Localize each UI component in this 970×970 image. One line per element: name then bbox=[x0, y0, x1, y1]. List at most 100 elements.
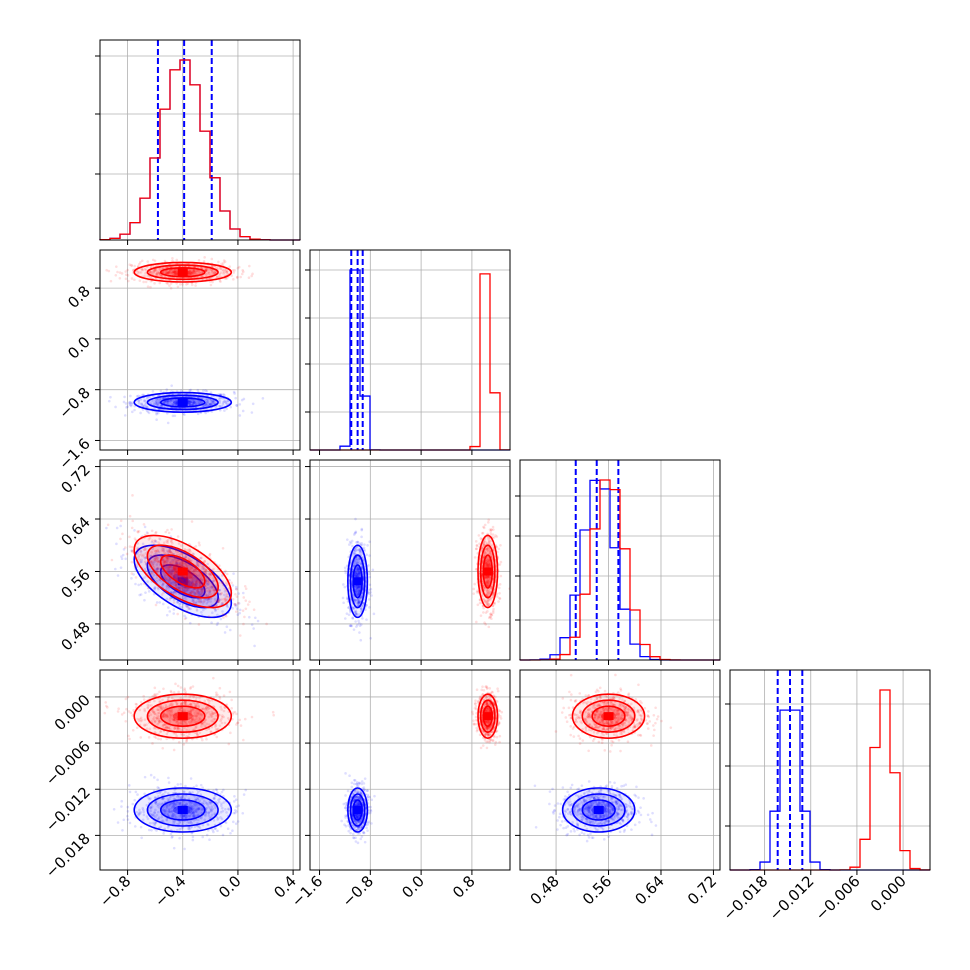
point-red bbox=[211, 584, 214, 587]
point-blue bbox=[357, 567, 360, 571]
point-blue bbox=[356, 593, 360, 596]
point-red bbox=[194, 576, 198, 579]
point-red bbox=[222, 272, 225, 275]
point-red bbox=[486, 549, 490, 553]
point-red bbox=[192, 695, 195, 698]
point-red bbox=[490, 528, 493, 532]
point-blue bbox=[184, 598, 188, 602]
point-red bbox=[179, 585, 183, 589]
point-blue bbox=[224, 807, 227, 811]
point-blue bbox=[360, 528, 364, 532]
point-red bbox=[142, 553, 145, 557]
point-red bbox=[192, 573, 196, 576]
point-red bbox=[188, 571, 192, 574]
point-blue bbox=[178, 814, 181, 818]
point-red bbox=[175, 572, 179, 576]
point-red bbox=[192, 272, 195, 275]
point-red bbox=[201, 590, 204, 594]
point-red bbox=[485, 602, 489, 605]
point-red bbox=[149, 279, 153, 283]
point-blue bbox=[220, 802, 223, 806]
point-blue bbox=[176, 795, 179, 798]
point-red bbox=[142, 694, 145, 698]
point-red bbox=[476, 603, 480, 607]
point-red bbox=[485, 560, 489, 563]
point-blue bbox=[157, 550, 161, 554]
point-blue bbox=[353, 575, 357, 578]
point-red bbox=[157, 715, 161, 718]
point-red bbox=[159, 704, 162, 708]
point-blue bbox=[198, 593, 202, 597]
point-blue bbox=[192, 400, 196, 404]
point-red bbox=[213, 589, 216, 593]
point-red bbox=[193, 272, 196, 275]
point-red bbox=[163, 560, 166, 564]
point-red bbox=[180, 587, 184, 591]
point-blue bbox=[178, 802, 182, 806]
point-red bbox=[480, 590, 483, 593]
point-blue bbox=[114, 405, 117, 409]
point-red bbox=[170, 696, 174, 700]
point-red bbox=[190, 566, 193, 570]
point-red bbox=[189, 550, 192, 553]
point-red bbox=[216, 599, 220, 603]
point-blue bbox=[234, 604, 238, 608]
point-blue bbox=[214, 788, 218, 791]
point-red bbox=[137, 271, 141, 274]
point-blue bbox=[183, 562, 187, 565]
point-blue bbox=[175, 800, 179, 804]
point-red bbox=[166, 585, 169, 589]
point-blue bbox=[172, 821, 175, 825]
point-red bbox=[179, 575, 183, 579]
point-red bbox=[488, 615, 492, 619]
point-red bbox=[156, 586, 160, 590]
point-blue bbox=[194, 584, 198, 588]
hist-red-1 bbox=[310, 273, 511, 451]
point-red bbox=[177, 559, 180, 562]
point-blue bbox=[149, 797, 152, 800]
point-blue bbox=[167, 586, 171, 590]
point-red bbox=[222, 261, 225, 265]
point-red bbox=[137, 555, 140, 559]
point-red bbox=[188, 567, 191, 571]
point-red bbox=[244, 599, 248, 602]
panel-frame-3-3 bbox=[729, 669, 931, 871]
point-red bbox=[150, 272, 153, 276]
point-blue bbox=[356, 566, 360, 570]
point-blue bbox=[356, 598, 360, 601]
point-red bbox=[138, 558, 142, 562]
point-blue bbox=[226, 399, 229, 403]
point-blue bbox=[183, 589, 187, 593]
point-red bbox=[225, 592, 229, 596]
point-red bbox=[235, 595, 239, 598]
point-blue bbox=[161, 558, 165, 561]
point-blue bbox=[192, 802, 196, 805]
point-blue bbox=[199, 556, 202, 560]
contour-blue-1 bbox=[146, 793, 219, 827]
point-blue bbox=[192, 814, 195, 817]
point-blue bbox=[107, 399, 111, 403]
point-blue bbox=[166, 792, 170, 795]
point-red bbox=[187, 606, 191, 610]
point-blue bbox=[353, 573, 357, 576]
point-blue bbox=[105, 526, 108, 530]
point-red bbox=[195, 733, 199, 737]
density-peak-blue bbox=[177, 398, 188, 407]
point-red bbox=[168, 270, 172, 274]
point-red bbox=[208, 573, 211, 577]
point-red bbox=[177, 553, 181, 556]
point-blue bbox=[134, 582, 137, 586]
point-blue bbox=[189, 607, 192, 611]
point-red bbox=[227, 742, 231, 746]
point-red bbox=[176, 535, 180, 538]
point-blue bbox=[172, 402, 176, 406]
point-blue bbox=[145, 405, 149, 409]
point-blue bbox=[205, 582, 209, 586]
point-blue bbox=[189, 819, 192, 823]
point-red bbox=[486, 565, 490, 568]
point-blue bbox=[151, 813, 154, 816]
point-blue bbox=[153, 587, 156, 590]
point-red bbox=[188, 272, 192, 276]
point-red bbox=[162, 564, 165, 567]
point-red bbox=[485, 576, 489, 580]
